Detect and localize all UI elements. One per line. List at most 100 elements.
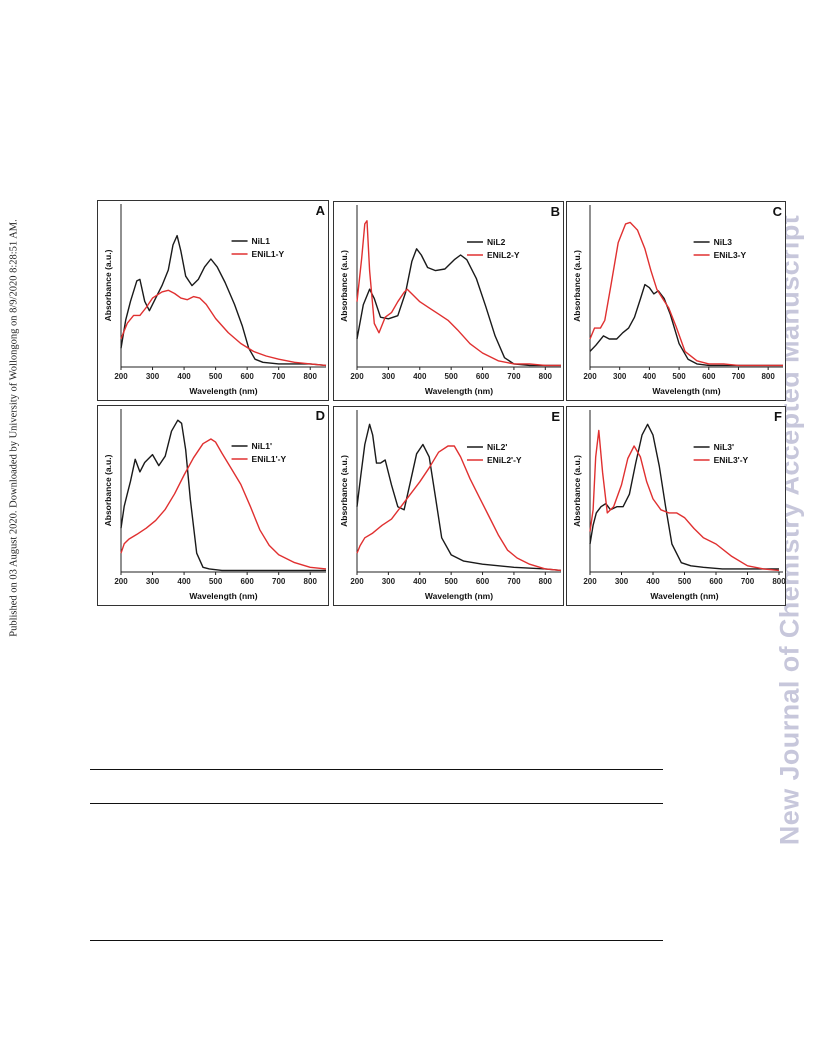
- x-tick-label: 400: [177, 577, 191, 586]
- panel-letter: F: [774, 409, 782, 424]
- x-tick-label: 500: [672, 372, 686, 381]
- figure-panel-a: 200 300 400 500 600 700 800 Wavelength (nm) Abso…: [97, 200, 329, 401]
- x-tick-label: 800: [539, 577, 553, 586]
- x-axis-label: Wavelength (nm): [425, 386, 493, 396]
- panel-letter: C: [773, 204, 783, 219]
- series-line-0: [356, 423, 562, 572]
- x-tick-label: 500: [678, 577, 692, 586]
- figure-panel-d: 200 300 400 500 600 700 800 Wavelength (nm) Abso…: [97, 405, 329, 606]
- series-line-1: [120, 289, 327, 367]
- x-tick-label: 600: [709, 577, 723, 586]
- x-tick-label: 600: [476, 577, 490, 586]
- legend-label: ENiL1'-Y: [252, 454, 287, 464]
- panel-frame: [333, 406, 564, 606]
- panel-frame: [97, 200, 329, 401]
- x-tick-label: 300: [613, 372, 627, 381]
- x-tick-label: 700: [272, 372, 286, 381]
- series-line-0: [120, 419, 326, 572]
- x-axis-label: Wavelength (nm): [425, 591, 493, 601]
- x-tick-label: 800: [539, 372, 553, 381]
- x-tick-label: 200: [114, 577, 128, 586]
- x-tick-label: 500: [209, 577, 223, 586]
- legend-label: NiL2': [487, 442, 507, 452]
- x-tick-label: 600: [702, 372, 716, 381]
- x-tick-label: 300: [146, 577, 160, 586]
- panel-letter: D: [316, 408, 325, 423]
- panel-letter: B: [551, 204, 560, 219]
- figure-panel-c: 200 300 400 500 600 700 800 Wavelength (nm) Abso…: [566, 201, 786, 401]
- series-line-1: [589, 221, 783, 367]
- table-rule-header: [90, 803, 663, 804]
- table-rule-top: [90, 769, 663, 770]
- chart-panel-d: 200 300 400 500 600 700 800 Wavelength (nm) Abso…: [97, 405, 329, 606]
- x-tick-label: 700: [732, 372, 746, 381]
- x-tick-label: 500: [209, 372, 223, 381]
- chart-panel-e: 200 300 400 500 600 700 800 Wavelength (nm) Abso…: [333, 406, 564, 606]
- legend-label: ENiL1-Y: [252, 249, 285, 259]
- panel-frame: [566, 201, 786, 401]
- x-tick-label: 300: [382, 372, 396, 381]
- legend-label: ENiL3'-Y: [714, 455, 749, 465]
- x-tick-label: 500: [444, 577, 458, 586]
- x-tick-label: 700: [507, 577, 521, 586]
- chart-panel-f: 200 300 400 500 600 700 800 Wavelength (nm) Abso…: [566, 406, 786, 606]
- legend-label: NiL3: [714, 237, 733, 247]
- x-tick-label: 700: [507, 372, 521, 381]
- series-line-1: [356, 220, 561, 367]
- x-tick-label: 300: [382, 577, 396, 586]
- y-axis-label: Absorbance (a.u.): [339, 250, 349, 322]
- x-axis-label: Wavelength (nm): [189, 591, 257, 601]
- legend-label: NiL1': [252, 441, 272, 451]
- x-tick-label: 200: [350, 577, 364, 586]
- chart-panel-b: 200 300 400 500 600 700 800 Wavelength (nm) Abso…: [333, 201, 564, 401]
- x-tick-label: 200: [583, 372, 597, 381]
- x-tick-label: 700: [741, 577, 755, 586]
- legend-label: NiL2: [487, 237, 506, 247]
- legend-label: NiL3': [714, 442, 734, 452]
- series-line-0: [589, 423, 779, 570]
- x-tick-label: 800: [304, 577, 318, 586]
- x-tick-label: 800: [304, 372, 318, 381]
- x-tick-label: 200: [350, 372, 364, 381]
- y-axis-label: Absorbance (a.u.): [103, 454, 113, 526]
- series-line-1: [356, 445, 562, 572]
- x-tick-label: 400: [646, 577, 660, 586]
- y-axis-label: Absorbance (a.u.): [339, 455, 349, 527]
- x-tick-label: 400: [413, 577, 427, 586]
- download-notice-text: Published on 03 August 2020. Downloaded …: [8, 219, 20, 637]
- x-tick-label: 700: [272, 577, 286, 586]
- legend-label: ENiL2'-Y: [487, 455, 522, 465]
- series-line-1: [120, 438, 327, 570]
- figure-panel-e: 200 300 400 500 600 700 800 Wavelength (nm) Abso…: [333, 406, 564, 606]
- x-tick-label: 600: [476, 372, 490, 381]
- x-tick-label: 200: [583, 577, 597, 586]
- x-tick-label: 800: [761, 372, 775, 381]
- legend-label: ENiL3-Y: [714, 250, 747, 260]
- series-line-0: [356, 248, 561, 367]
- x-tick-label: 400: [177, 372, 191, 381]
- x-axis-label: Wavelength (nm): [652, 386, 720, 396]
- chart-panel-a: 200 300 400 500 600 700 800 Wavelength (nm) Abso…: [97, 200, 329, 401]
- x-axis-label: Wavelength (nm): [650, 591, 718, 601]
- series-line-0: [589, 283, 783, 367]
- series-line-1: [589, 429, 780, 572]
- panel-letter: A: [316, 203, 326, 218]
- x-tick-label: 800: [772, 577, 786, 586]
- x-tick-label: 600: [240, 577, 254, 586]
- x-tick-label: 500: [444, 372, 458, 381]
- x-axis-label: Wavelength (nm): [189, 386, 257, 396]
- x-tick-label: 300: [615, 577, 629, 586]
- y-axis-label: Absorbance (a.u.): [103, 249, 113, 321]
- legend-label: NiL1: [252, 236, 271, 246]
- x-tick-label: 600: [240, 372, 254, 381]
- figure-panel-b: 200 300 400 500 600 700 800 Wavelength (nm) Abso…: [333, 201, 564, 401]
- figure-panel-f: 200 300 400 500 600 700 800 Wavelength (nm) Abso…: [566, 406, 786, 606]
- x-tick-label: 400: [643, 372, 657, 381]
- series-line-0: [120, 234, 327, 367]
- x-tick-label: 400: [413, 372, 427, 381]
- table-rule-bottom: [90, 940, 663, 941]
- chart-panel-c: 200 300 400 500 600 700 800 Wavelength (nm) Abso…: [566, 201, 786, 401]
- x-tick-label: 300: [146, 372, 160, 381]
- legend-label: ENiL2-Y: [487, 250, 520, 260]
- y-axis-label: Absorbance (a.u.): [572, 250, 582, 322]
